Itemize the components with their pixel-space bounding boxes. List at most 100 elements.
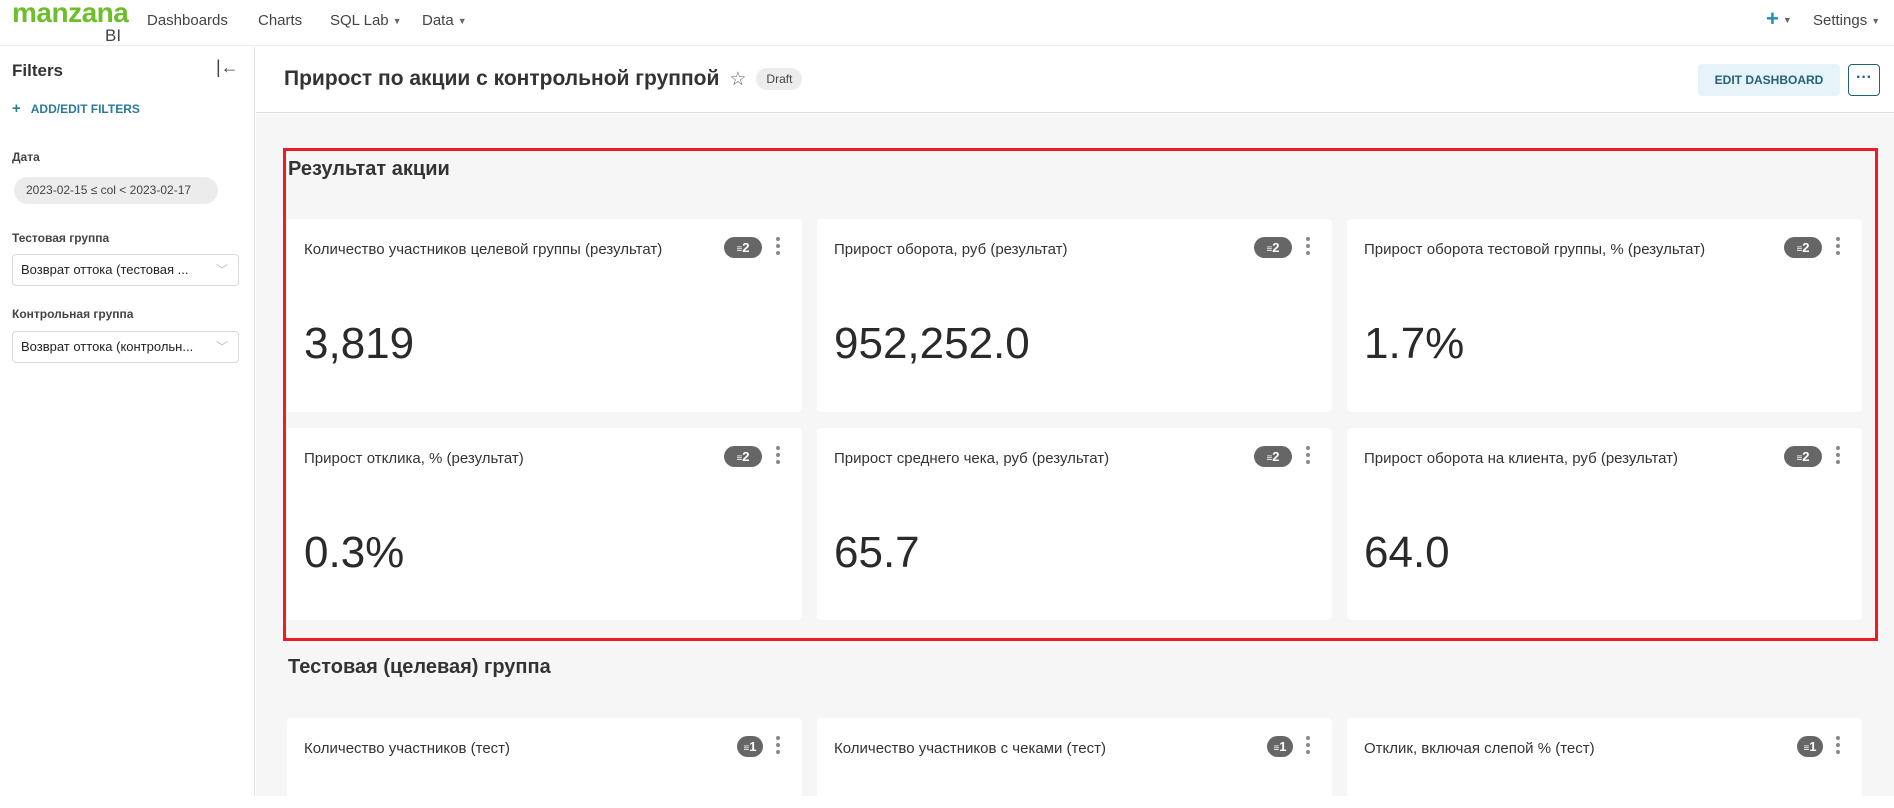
card-title: Количество участников (тест) bbox=[304, 740, 511, 757]
add-filters-label: ADD/EDIT FILTERS bbox=[30, 102, 140, 116]
metric-value: 1.7% bbox=[1364, 319, 1465, 368]
kebab-menu-icon[interactable] bbox=[773, 237, 783, 257]
filter-count-badge[interactable]: ≡1 bbox=[1267, 736, 1293, 757]
filters-title: Filters bbox=[12, 61, 64, 80]
add-edit-filters-button[interactable]: + ADD/EDIT FILTERS bbox=[12, 100, 140, 117]
filter-icon: ≡ bbox=[1796, 453, 1803, 464]
filter-sidebar: Filters |← + ADD/EDIT FILTERS Дата 2023-0… bbox=[0, 47, 255, 796]
kebab-menu-icon[interactable] bbox=[1833, 446, 1843, 466]
filter-icon: ≡ bbox=[736, 453, 743, 464]
control-group-select[interactable]: Возврат оттока (контрольн... ﹀ bbox=[12, 331, 239, 363]
section-title: Результат акции bbox=[288, 158, 450, 180]
nav-data[interactable]: Data ▼ bbox=[422, 11, 467, 31]
caret-down-icon: ▼ bbox=[457, 16, 467, 27]
chevron-down-icon: ﹀ bbox=[215, 340, 228, 354]
filter-count-badge[interactable]: ≡2 bbox=[1784, 446, 1822, 467]
filter-count: 2 bbox=[1802, 449, 1810, 464]
filter-icon: ≡ bbox=[1803, 743, 1810, 754]
plus-icon: + bbox=[1766, 6, 1779, 31]
logo-sub: BI bbox=[105, 26, 122, 45]
kebab-menu-icon[interactable] bbox=[1303, 237, 1313, 257]
metric-value: 0.3% bbox=[304, 528, 405, 577]
test-group-select[interactable]: Возврат оттока (тестовая ... ﹀ bbox=[12, 254, 239, 286]
edit-dashboard-button[interactable]: EDIT DASHBOARD bbox=[1698, 64, 1840, 96]
section-title: Тестовая (целевая) группа bbox=[288, 656, 551, 678]
caret-down-icon: ▼ bbox=[392, 16, 402, 27]
metric-card: Количество участников (тест) ≡1 bbox=[287, 718, 802, 808]
kebab-menu-icon[interactable] bbox=[1303, 736, 1313, 756]
nav-charts[interactable]: Charts bbox=[258, 12, 303, 29]
filter-count: 1 bbox=[1809, 739, 1817, 754]
kebab-menu-icon[interactable] bbox=[1303, 446, 1313, 466]
kebab-menu-icon[interactable] bbox=[1833, 237, 1843, 257]
card-title: Прирост оборота тестовой группы, % (резу… bbox=[1364, 241, 1706, 258]
favorite-star-icon[interactable]: ☆ bbox=[729, 68, 747, 90]
nav-dashboards[interactable]: Dashboards bbox=[147, 12, 228, 29]
control-group-value: Возврат оттока (контрольн... bbox=[21, 339, 194, 354]
nav-sql-lab-label: SQL Lab bbox=[330, 12, 389, 29]
filter-count-badge[interactable]: ≡1 bbox=[1797, 736, 1823, 757]
filter-icon: ≡ bbox=[1273, 743, 1280, 754]
filter-count: 2 bbox=[1272, 449, 1280, 464]
caret-down-icon: ▼ bbox=[1782, 15, 1792, 26]
filter-icon: ≡ bbox=[743, 743, 750, 754]
filter-count: 2 bbox=[1802, 240, 1810, 255]
filter-count-badge[interactable]: ≡2 bbox=[1784, 237, 1822, 258]
kebab-menu-icon[interactable] bbox=[773, 446, 783, 466]
metric-value: 64.0 bbox=[1364, 528, 1450, 577]
filter-count-badge[interactable]: ≡2 bbox=[1254, 237, 1292, 258]
settings-menu[interactable]: Settings ▼ bbox=[1813, 11, 1880, 31]
filter-count-badge[interactable]: ≡2 bbox=[724, 446, 762, 467]
filter-count: 2 bbox=[1272, 240, 1280, 255]
filter-label-control-group: Контрольная группа bbox=[12, 307, 134, 321]
card-title: Прирост оборота на клиента, руб (результ… bbox=[1364, 450, 1679, 467]
highlight-box bbox=[283, 148, 1878, 641]
card-title: Прирост оборота, руб (результат) bbox=[834, 241, 1068, 258]
status-badge: Draft bbox=[756, 68, 803, 90]
card-title: Отклик, включая слепой % (тест) bbox=[1364, 740, 1595, 757]
metric-card: Прирост отклика, % (результат) ≡2 0.3% bbox=[287, 428, 802, 620]
filter-label-date: Дата bbox=[12, 150, 40, 164]
metric-card: Количество участников с чеками (тест) ≡1 bbox=[817, 718, 1332, 808]
filter-count: 2 bbox=[742, 449, 750, 464]
metric-value: 952,252.0 bbox=[834, 319, 1030, 368]
filter-count: 1 bbox=[1279, 739, 1287, 754]
filter-count: 2 bbox=[742, 240, 750, 255]
filter-icon: ≡ bbox=[1266, 453, 1273, 464]
metric-card: Прирост оборота тестовой группы, % (резу… bbox=[1347, 219, 1862, 412]
metric-card: Прирост среднего чека, руб (результат) ≡2… bbox=[817, 428, 1332, 620]
filter-icon: ≡ bbox=[1796, 244, 1803, 255]
new-plus-menu[interactable]: + ▼ bbox=[1766, 6, 1792, 31]
more-options-button[interactable]: ··· bbox=[1848, 64, 1880, 96]
card-title: Количество участников целевой группы (ре… bbox=[304, 241, 663, 258]
top-nav: manzana BI Dashboards Charts SQL Lab ▼ Da… bbox=[0, 0, 1894, 46]
metric-card: Количество участников целевой группы (ре… bbox=[287, 219, 802, 412]
title-row: Прирост по акции с контрольной группой ☆… bbox=[284, 67, 803, 91]
metric-card: Отклик, включая слепой % (тест) ≡1 bbox=[1347, 718, 1862, 808]
filter-label-test-group: Тестовая группа bbox=[12, 231, 110, 245]
filter-icon: ≡ bbox=[1266, 244, 1273, 255]
filter-count-badge[interactable]: ≡1 bbox=[737, 736, 763, 757]
nav-data-label: Data bbox=[422, 12, 454, 29]
filter-count: 1 bbox=[749, 739, 757, 754]
logo[interactable]: manzana bbox=[12, 0, 129, 28]
collapse-sidebar-icon[interactable]: |← bbox=[216, 57, 239, 77]
kebab-menu-icon[interactable] bbox=[1833, 736, 1843, 756]
dashboard-title: Прирост по акции с контрольной группой bbox=[284, 67, 720, 90]
caret-down-icon: ▼ bbox=[1871, 16, 1881, 27]
metric-value: 65.7 bbox=[834, 528, 920, 577]
filter-count-badge[interactable]: ≡2 bbox=[1254, 446, 1292, 467]
date-filter-value[interactable]: 2023-02-15 ≤ col < 2023-02-17 bbox=[14, 177, 218, 204]
card-title: Прирост отклика, % (результат) bbox=[304, 450, 524, 467]
nav-sql-lab[interactable]: SQL Lab ▼ bbox=[330, 11, 402, 31]
card-title: Прирост среднего чека, руб (результат) bbox=[834, 450, 1110, 467]
filter-count-badge[interactable]: ≡2 bbox=[724, 237, 762, 258]
plus-icon: + bbox=[12, 100, 21, 117]
metric-value: 3,819 bbox=[304, 319, 415, 368]
test-group-value: Возврат оттока (тестовая ... bbox=[21, 262, 189, 277]
settings-label: Settings bbox=[1813, 12, 1868, 29]
metric-card: Прирост оборота на клиента, руб (результ… bbox=[1347, 428, 1862, 620]
filter-icon: ≡ bbox=[736, 244, 743, 255]
kebab-menu-icon[interactable] bbox=[773, 736, 783, 756]
card-title: Количество участников с чеками (тест) bbox=[834, 740, 1106, 757]
